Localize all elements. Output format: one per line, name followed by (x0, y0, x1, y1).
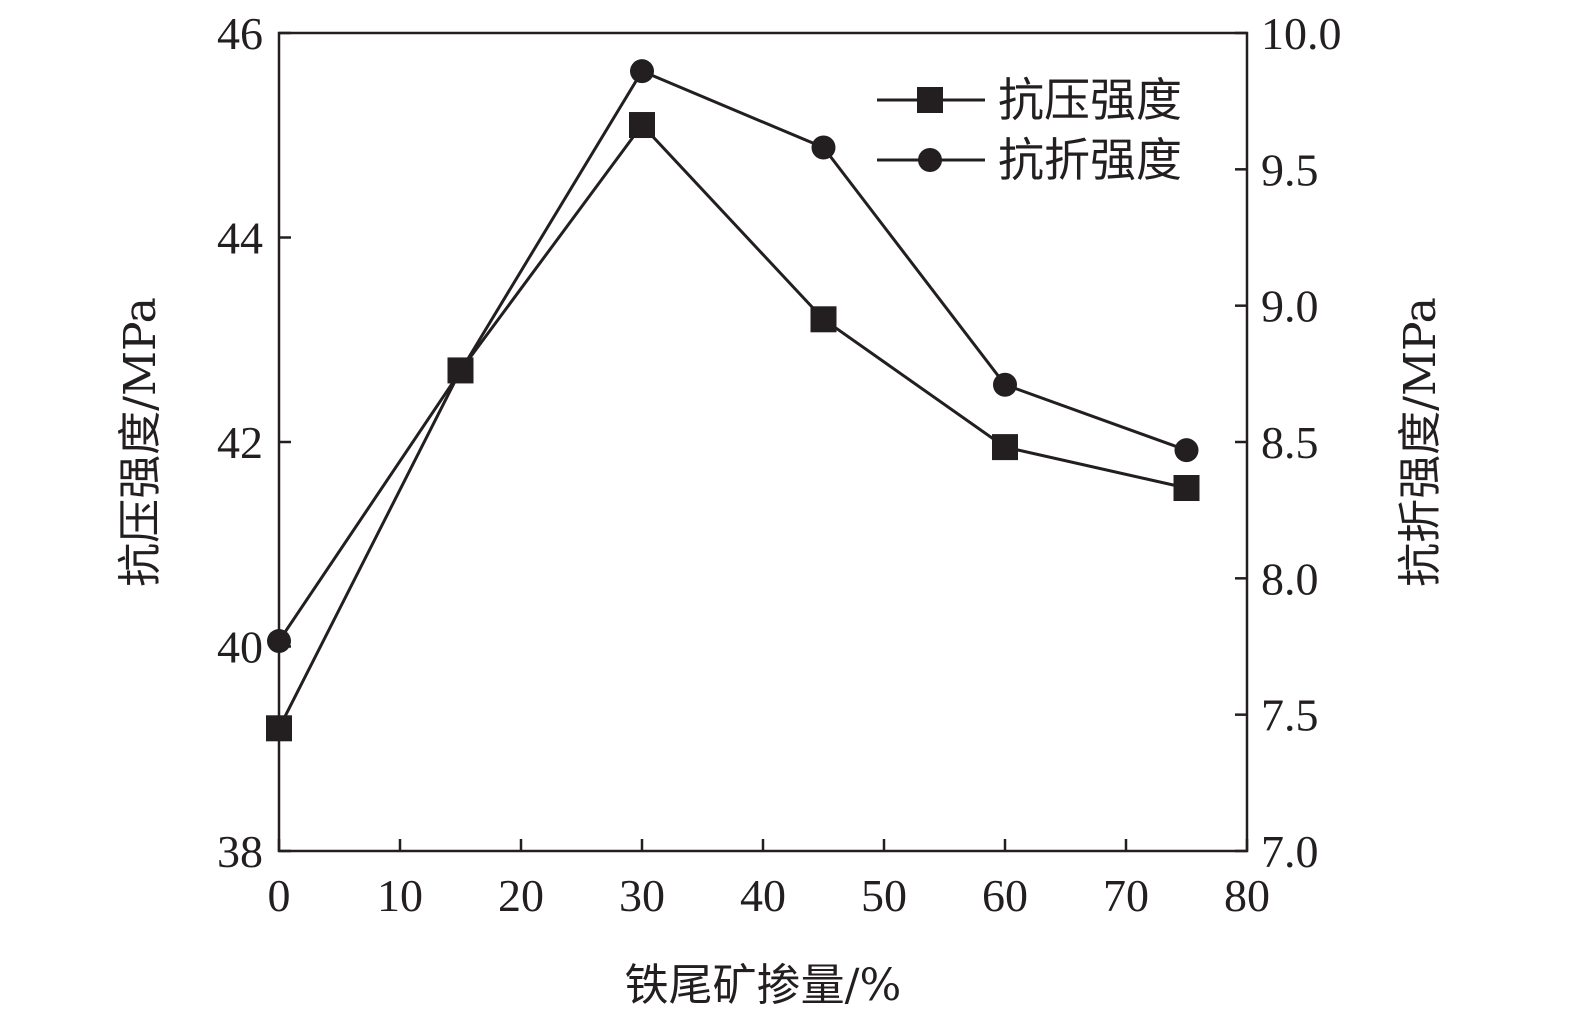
left-y-axis: 38 40 42 44 46 (217, 8, 291, 877)
left-y-axis-title: 抗压强度/MPa (115, 297, 166, 587)
flexural-strength-point-0 (267, 629, 291, 654)
x-axis: 0 10 20 30 40 50 60 70 80 (268, 839, 1270, 921)
x-tick-label-20: 20 (498, 870, 544, 921)
right-y-tick-label-9.5: 9.5 (1261, 144, 1319, 195)
x-tick-label-40: 40 (740, 870, 786, 921)
x-tick-label-30: 30 (619, 870, 665, 921)
compressive-strength-point-60 (992, 434, 1018, 461)
legend-label-compressive-strength: 抗压强度 (998, 73, 1182, 127)
x-tick-label-10: 10 (377, 870, 423, 921)
left-y-tick-label-40: 40 (217, 622, 263, 673)
flexural-strength-line (277, 69, 1188, 642)
legend-marker-flexural-strength (918, 148, 942, 172)
legend-label-flexural-strength: 抗折强度 (998, 133, 1182, 187)
series-layer (266, 59, 1200, 742)
right-y-tick-label-8.5: 8.5 (1261, 417, 1319, 468)
compressive-strength-line (277, 122, 1187, 729)
x-tick-label-80: 80 (1224, 870, 1270, 921)
flexural-strength-point-75 (1174, 438, 1199, 463)
x-tick-label-60: 60 (982, 870, 1028, 921)
x-tick-label-70: 70 (1103, 870, 1149, 921)
right-y-axis: 7.0 7.5 8.0 8.5 9.0 9.5 10.0 (1235, 8, 1342, 877)
flexural-strength-point-45 (811, 135, 836, 160)
right-y-axis-title: 抗折强度/MPa (1395, 297, 1446, 587)
x-tick-label-0: 0 (268, 870, 291, 921)
right-y-tick-label-7.5: 7.5 (1261, 690, 1319, 741)
right-y-tick-label-9: 9.0 (1261, 281, 1319, 332)
x-axis-title: 铁尾矿掺量/% (625, 960, 902, 1011)
flexural-strength-point-60 (993, 372, 1017, 397)
flexural-strength-point-15 (448, 359, 473, 384)
right-y-tick-label-8: 8.0 (1261, 553, 1319, 604)
compressive-strength-point-30 (629, 112, 655, 139)
right-y-tick-label-10: 10.0 (1261, 8, 1342, 59)
left-y-tick-label-38: 38 (217, 826, 263, 877)
left-y-tick-label-46: 46 (217, 8, 263, 59)
flexural-strength-point-30 (630, 59, 654, 84)
right-y-tick-label-7: 7.0 (1261, 826, 1319, 877)
x-tick-label-50: 50 (861, 870, 907, 921)
compressive-strength-point-45 (810, 306, 837, 333)
compressive-strength-point-75 (1173, 475, 1200, 502)
left-y-tick-label-42: 42 (217, 417, 263, 468)
compressive-strength-point-0 (266, 715, 292, 742)
left-y-tick-label-44: 44 (217, 213, 263, 264)
legend-marker-compressive-strength (917, 87, 943, 113)
